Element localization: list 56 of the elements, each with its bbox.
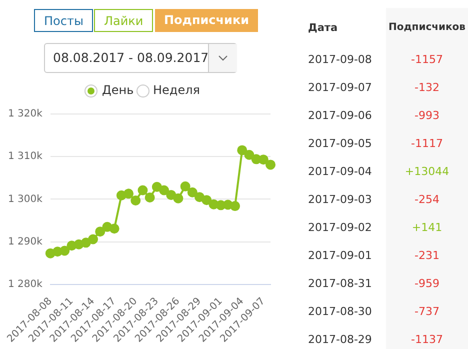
point [95,226,106,237]
point [88,234,98,244]
tab-button: Посты [34,9,94,32]
text: -254 [414,193,440,206]
point [173,193,184,204]
text: -1117 [411,137,443,150]
point [266,160,276,170]
point [258,154,268,165]
text: Подписчиков [387,22,467,33]
point [144,192,155,203]
text: -231 [414,249,440,262]
point [60,246,70,256]
text: -132 [414,81,440,94]
category-label: 2017-08-31 [308,277,372,290]
text: -737 [414,305,440,318]
point [109,224,120,234]
text: +141 [412,221,442,234]
text: Неделя [153,83,200,97]
point [80,238,91,248]
category-label: 2017-09-04 [308,165,372,178]
tab-button: Лайки [94,9,154,32]
point [159,185,170,196]
category-label: 2017-09-02 [308,221,372,234]
tab-button: Подписчики [155,9,258,32]
point [138,185,148,196]
point [237,145,248,156]
y-tick-label: 1 320k [8,108,43,120]
text: 08.08.2017 - 08.09.2017 [53,50,209,65]
point [130,195,141,206]
text: -1157 [411,53,443,66]
category-label: 2017-09-08 [308,53,372,66]
y-tick-label: 1 300k [8,194,43,205]
point [244,150,254,160]
point [124,188,134,199]
y-tick-label: 1 290k [8,236,43,248]
point [202,195,212,206]
y-tick-label: 1 280k [8,279,43,290]
point [187,187,198,198]
point [166,190,176,200]
text: Дата [308,22,338,34]
text: -993 [414,109,440,122]
category-label: 2017-09-07 [308,81,372,94]
y-tick-label: 1 310k [8,151,43,162]
category-label: 2017-09-01 [308,249,372,262]
text: +13044 [404,165,450,178]
category-label: 2017-09-03 [308,193,372,206]
point [230,201,240,212]
text: -959 [414,277,440,290]
point [152,182,162,192]
category-label: 2017-09-05 [308,137,372,150]
category-label: 2017-08-30 [308,305,372,318]
category-label: 2017-09-06 [308,109,372,122]
text: День [102,83,134,97]
text: -1137 [411,333,443,346]
point [194,192,205,202]
point [180,181,190,192]
